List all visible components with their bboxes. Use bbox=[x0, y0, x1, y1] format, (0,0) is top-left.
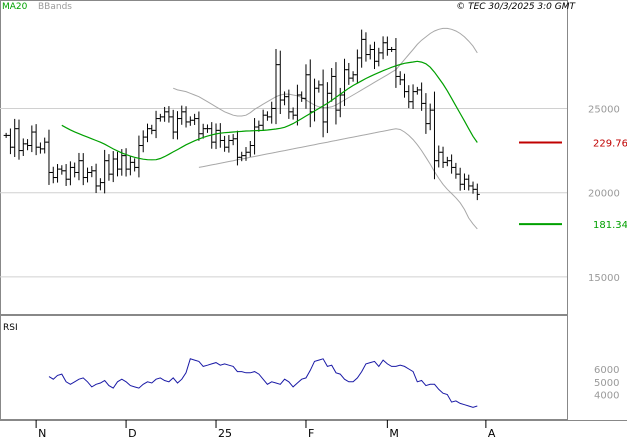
price-gridlines bbox=[0, 107, 567, 278]
bbands-upper-line bbox=[173, 27, 478, 117]
rsi-line bbox=[48, 358, 478, 408]
price-y-ticks: 25000 20000 15000 bbox=[588, 104, 620, 283]
rsi-tick-label: 4000 bbox=[594, 391, 619, 402]
ma20-path bbox=[61, 60, 478, 161]
price-levels: 229.76 181.34 bbox=[519, 139, 627, 231]
level-label: 181.34 bbox=[593, 220, 627, 231]
rsi-tick-label: 5000 bbox=[594, 378, 619, 389]
bbands-lower-line bbox=[198, 128, 478, 230]
legend-bbands: BBands bbox=[38, 2, 72, 12]
ma20-line bbox=[61, 60, 478, 161]
rsi-y-ticks: 6000 5000 4000 bbox=[594, 365, 619, 402]
x-tick-label: N bbox=[38, 427, 46, 440]
level-label: 229.76 bbox=[593, 139, 627, 150]
rsi-title: RSI bbox=[3, 323, 18, 333]
rsi-tick-label: 6000 bbox=[594, 365, 619, 376]
y-tick-label: 20000 bbox=[588, 189, 620, 200]
bollinger-bands bbox=[173, 27, 478, 230]
legend-ma20: MA20 bbox=[2, 2, 28, 12]
price-panel bbox=[0, 0, 568, 315]
price-bar bbox=[474, 183, 480, 201]
x-tick-label: D bbox=[128, 427, 136, 440]
y-tick-label: 15000 bbox=[588, 273, 620, 284]
x-tick-label: F bbox=[308, 427, 314, 440]
x-tick-label: 25 bbox=[218, 427, 232, 440]
x-tick-label: A bbox=[488, 427, 496, 440]
copyright-text: © TEC 30/3/2025 3:0 GMT bbox=[456, 2, 576, 12]
x-ticks: N D 25 F M A bbox=[35, 420, 496, 440]
rsi-panel bbox=[0, 315, 568, 420]
price-bars bbox=[3, 29, 480, 201]
y-tick-label: 25000 bbox=[588, 104, 620, 115]
rsi-series bbox=[48, 358, 478, 408]
x-tick-label: M bbox=[389, 427, 399, 440]
